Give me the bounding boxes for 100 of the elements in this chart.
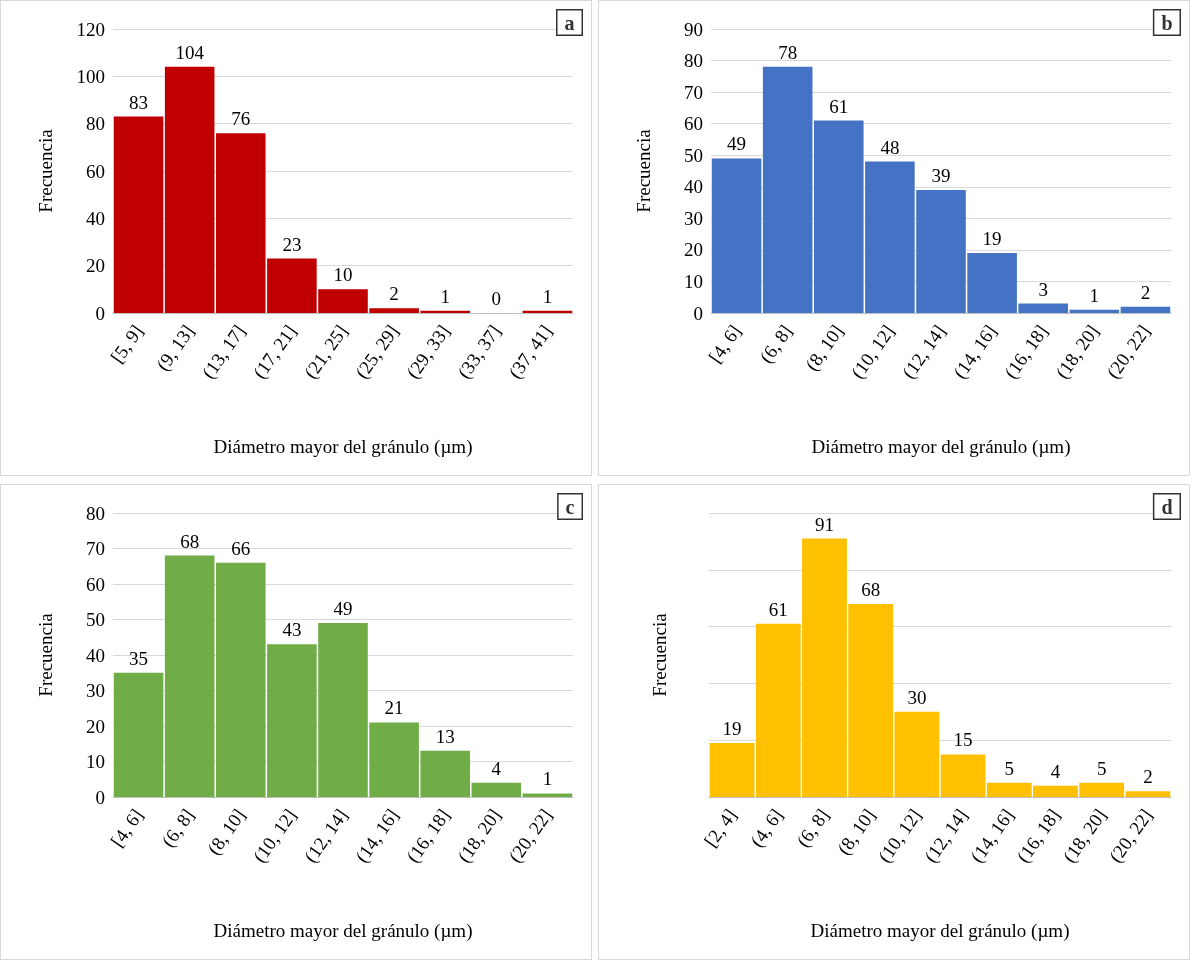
y-axis-title: Frecuencia	[649, 612, 670, 697]
y-tick-label: 0	[95, 786, 105, 808]
data-label: 30	[907, 686, 927, 708]
data-label: 4	[491, 757, 502, 779]
bar	[522, 793, 573, 797]
x-tick-label: (37, 41]	[504, 320, 557, 383]
x-tick-label: [4, 6]	[704, 320, 746, 367]
x-tick-label: (4, 6]	[746, 804, 788, 852]
x-tick-label: [2, 4]	[699, 804, 741, 851]
bar	[113, 116, 164, 313]
data-label: 2	[389, 283, 399, 305]
y-tick-label: 60	[86, 573, 105, 595]
x-tick-label: (13, 17]	[197, 320, 251, 383]
y-tick-label: 40	[684, 176, 703, 198]
y-axis-title: Frecuencia	[35, 612, 56, 697]
x-tick-label: (8, 10]	[801, 320, 849, 376]
bar	[1120, 306, 1171, 313]
data-label: 43	[282, 619, 302, 641]
x-tick-label: (8, 10]	[203, 804, 251, 860]
x-tick-label: (33, 37]	[453, 320, 506, 383]
data-label: 76	[231, 108, 251, 130]
bar	[113, 672, 164, 797]
y-tick-label: 0	[693, 302, 703, 324]
y-tick-label: 40	[86, 644, 105, 666]
data-label: 19	[722, 718, 742, 740]
x-tick-label: (6, 8]	[792, 804, 834, 852]
data-label: 21	[384, 697, 404, 719]
data-label: 3	[1038, 278, 1048, 300]
data-label: 0	[491, 288, 502, 309]
y-tick-label: 30	[684, 207, 703, 229]
data-label: 83	[129, 91, 149, 113]
x-tick-label: (18, 20]	[453, 804, 506, 867]
y-tick-label: 120	[76, 18, 105, 40]
x-tick-label: (14, 16]	[350, 804, 404, 867]
y-tick-label: 80	[86, 502, 105, 524]
bar	[1069, 309, 1120, 313]
data-label: 49	[333, 598, 353, 620]
y-tick-label: 0	[95, 302, 105, 324]
y-tick-label: 20	[86, 255, 105, 277]
y-tick-label: 90	[684, 18, 703, 40]
data-label: 4	[1050, 760, 1061, 782]
data-label: 48	[880, 136, 900, 158]
annotation: c	[565, 495, 575, 518]
y-tick-label: 100	[76, 65, 105, 87]
x-tick-label: (17, 21]	[248, 320, 302, 383]
data-label: 13	[435, 725, 455, 747]
y-tick-label: 60	[684, 113, 703, 135]
x-tick-label: (29, 33]	[402, 320, 455, 383]
data-label: 1	[542, 285, 553, 307]
data-label: 91	[815, 513, 834, 535]
y-tick-label: 20	[684, 239, 703, 261]
data-label: 15	[953, 729, 973, 751]
y-axis-title: Frecuencia	[35, 128, 56, 213]
y-axis-title: Frecuencia	[633, 128, 654, 213]
x-tick-label: (21, 25]	[299, 320, 353, 383]
text: d	[1161, 495, 1173, 518]
x-axis-title: Diámetro mayor del gránulo (µm)	[213, 920, 473, 942]
data-label: 68	[180, 530, 200, 552]
y-tick-label: 10	[684, 270, 703, 292]
y-tick-label: 40	[86, 207, 105, 229]
data-label: 35	[129, 647, 149, 669]
x-tick-label: (25, 29]	[350, 320, 404, 383]
data-label: 2	[1143, 766, 1153, 788]
annotation: b	[1161, 11, 1173, 34]
y-tick-label: 60	[86, 160, 105, 182]
x-tick-label: (6, 8]	[755, 320, 798, 368]
data-label: 104	[175, 41, 205, 63]
data-label: 1	[542, 768, 553, 790]
bar	[762, 66, 813, 313]
data-label: 5	[1004, 757, 1015, 779]
y-tick-label: 50	[86, 609, 105, 630]
data-label: 39	[931, 164, 951, 186]
data-label: 5	[1096, 757, 1107, 779]
y-tick-label: 30	[86, 680, 105, 701]
x-tick-label: (12, 14]	[897, 320, 951, 383]
y-tick-label: 80	[684, 50, 703, 72]
data-label: 68	[861, 578, 881, 600]
x-tick-label: (6, 8]	[157, 804, 200, 852]
data-label: 49	[727, 133, 747, 155]
data-label: 19	[982, 228, 1002, 250]
y-tick-label: 70	[86, 538, 105, 559]
bar	[164, 555, 215, 797]
data-label: 1	[1089, 284, 1100, 306]
x-tick-label: (16, 18]	[1000, 320, 1053, 383]
annotation: a	[564, 11, 575, 34]
x-tick-label: (9, 13]	[151, 320, 200, 376]
x-tick-label: (12, 14]	[299, 804, 353, 867]
data-label: 61	[768, 598, 788, 620]
y-tick-label: 10	[86, 751, 105, 772]
x-tick-label: (10, 12]	[248, 804, 302, 867]
x-tick-label: (18, 20]	[1051, 320, 1104, 383]
data-label: 23	[282, 233, 302, 255]
x-axis-title: Diámetro mayor del gránulo (µm)	[811, 436, 1071, 458]
x-tick-label: (20, 22]	[1102, 320, 1155, 383]
data-label: 10	[333, 264, 353, 286]
x-tick-label: (16, 18]	[402, 804, 455, 867]
x-tick-label: (8, 10]	[833, 804, 881, 860]
y-tick-label: 20	[86, 715, 105, 737]
y-tick-label: 80	[86, 113, 105, 135]
data-label: 1	[440, 285, 450, 307]
